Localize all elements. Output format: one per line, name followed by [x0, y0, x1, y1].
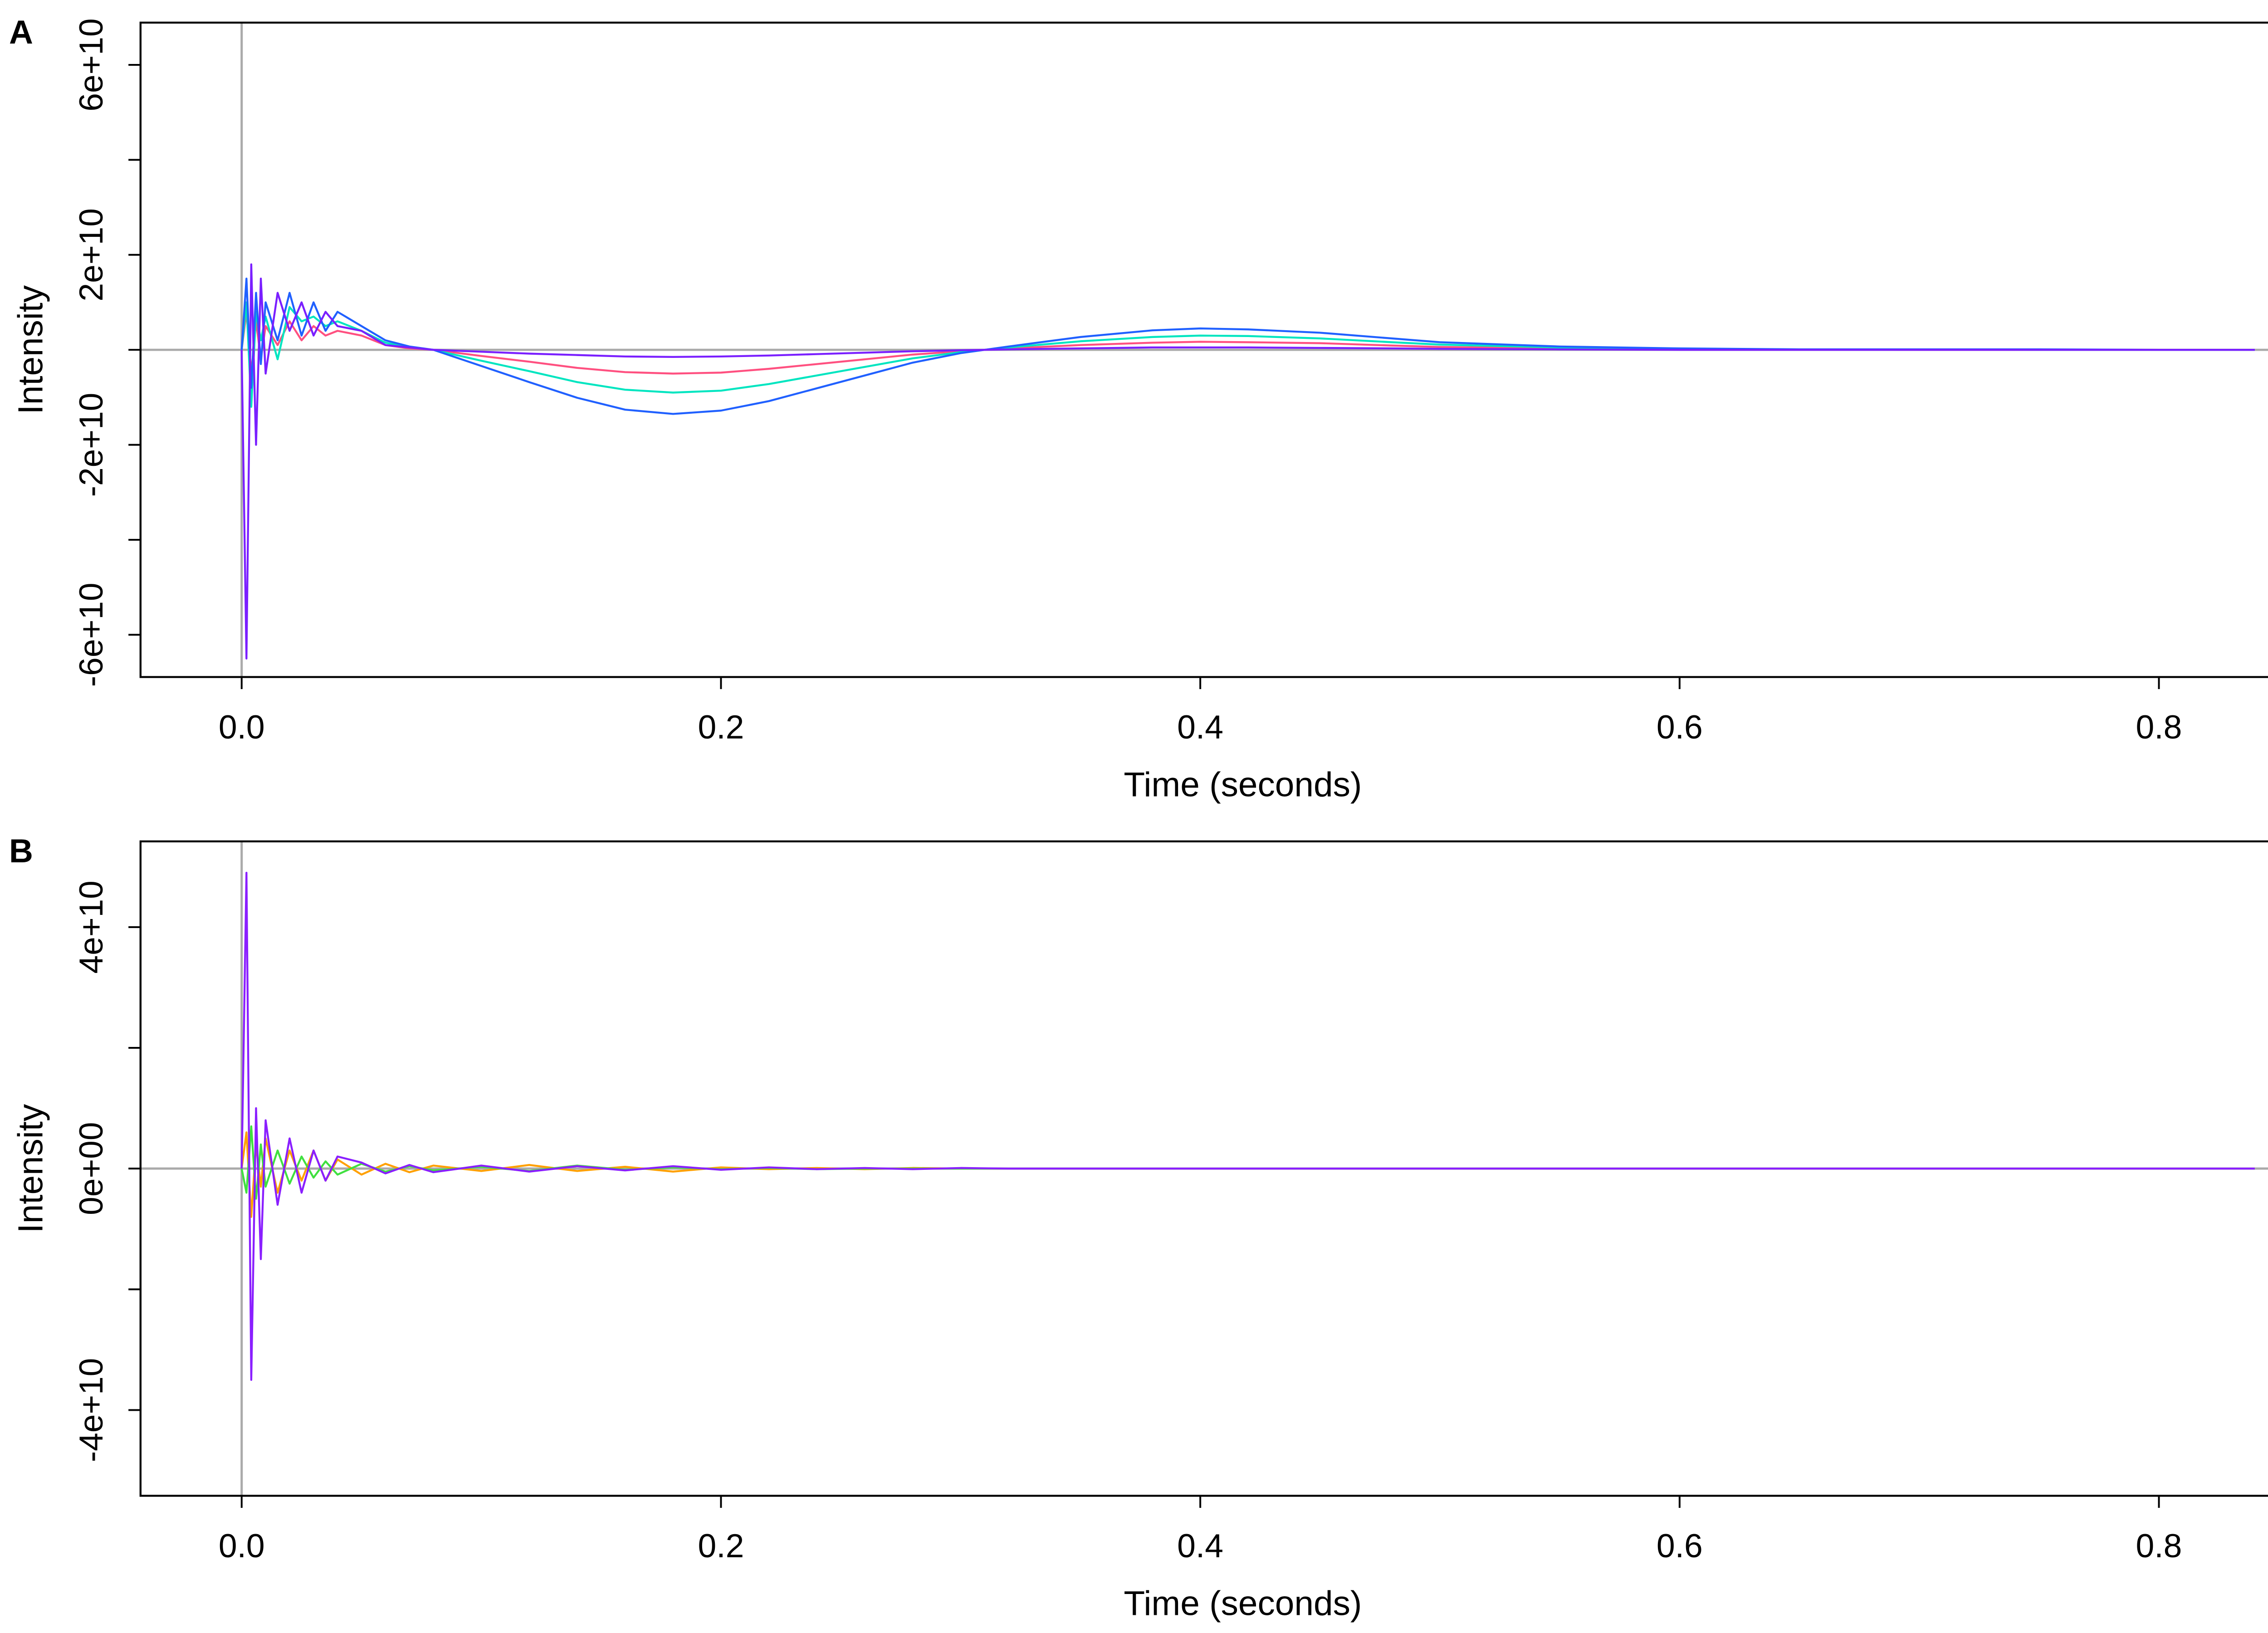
x-tick-label: 0.2 [698, 709, 744, 746]
panel-label: B [9, 832, 33, 870]
x-tick-label: 0.4 [1177, 1527, 1223, 1565]
y-tick-label: -4e+10 [73, 1358, 110, 1462]
x-tick-label: 0.6 [1657, 709, 1703, 746]
y-tick-label: 0e+00 [73, 1122, 110, 1215]
x-tick-label: 0.8 [2136, 1527, 2182, 1565]
series-line [240, 263, 2255, 660]
series-line [240, 1125, 2255, 1200]
x-tick-label: 0.4 [1177, 709, 1223, 746]
series-line [240, 301, 2255, 408]
y-tick-label: -2e+10 [73, 393, 110, 497]
x-tick-label: 0.0 [219, 709, 265, 746]
x-axis-label: Time (seconds) [1124, 1584, 1362, 1623]
x-tick-label: 0.6 [1657, 1527, 1703, 1565]
series-line [240, 1131, 2255, 1218]
series-line [240, 277, 2255, 415]
y-tick-label: 6e+10 [73, 18, 110, 111]
y-tick-label: 4e+10 [73, 880, 110, 973]
panel-label: A [9, 14, 33, 51]
x-tick-label: 0.8 [2136, 709, 2182, 746]
y-axis-label: Intensity [11, 285, 50, 414]
x-tick-label: 0.2 [698, 1527, 744, 1565]
y-axis-label: Intensity [11, 1104, 50, 1233]
x-tick-label: 0.0 [219, 1527, 265, 1565]
series-line [240, 311, 2255, 375]
x-axis-label: Time (seconds) [1124, 765, 1362, 804]
y-tick-label: 2e+10 [73, 208, 110, 301]
series-line [240, 871, 2255, 1381]
y-tick-label: -6e+10 [73, 582, 110, 687]
